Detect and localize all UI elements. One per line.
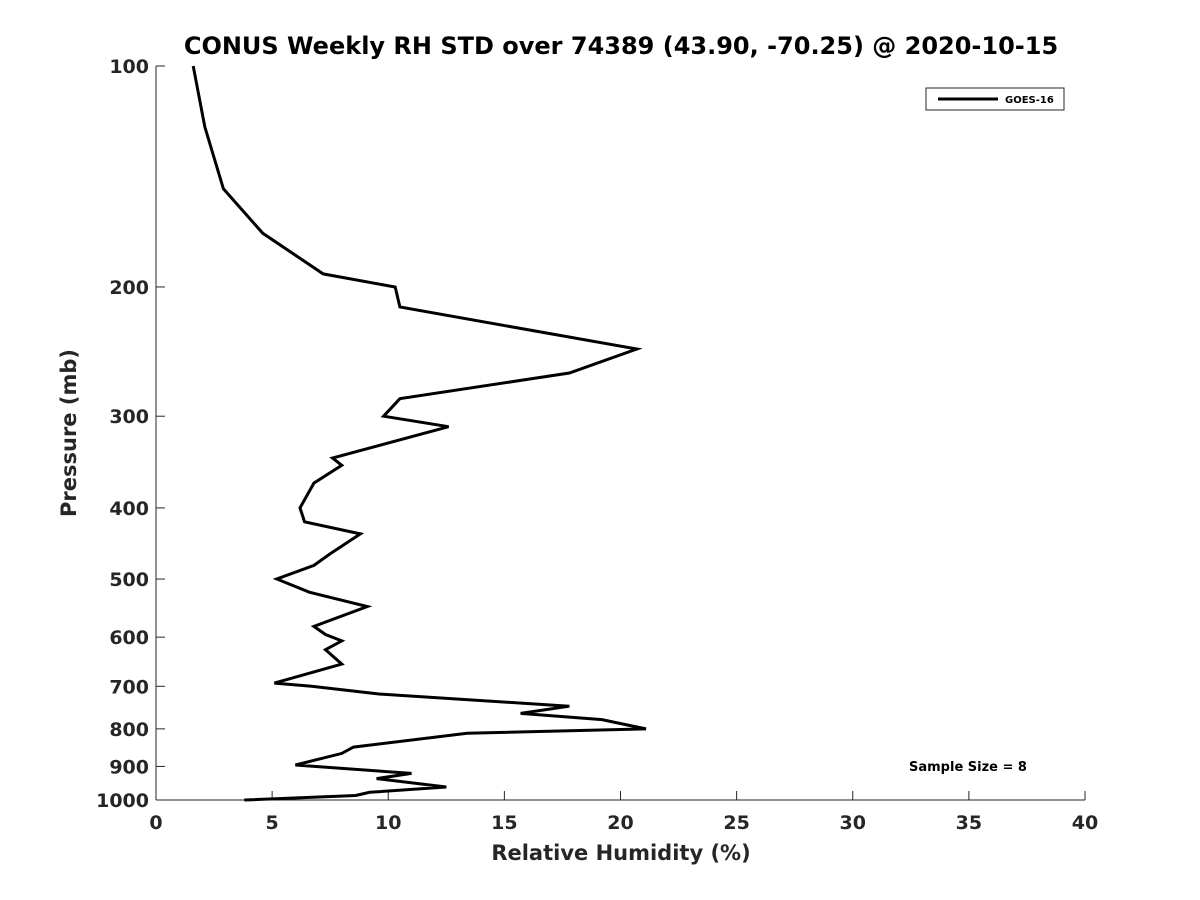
y-tick-label: 800 [109, 719, 149, 741]
x-tick-label: 40 [1072, 812, 1098, 834]
x-tick-label: 25 [723, 812, 749, 834]
y-tick-label: 700 [109, 676, 149, 698]
y-tick-label: 600 [109, 627, 149, 649]
series-line-goes-16 [191, 65, 647, 802]
legend-label-goes-16: GOES-16 [1005, 95, 1054, 106]
x-axis-label: Relative Humidity (%) [491, 841, 750, 865]
legend: GOES-16 [925, 87, 1065, 111]
y-tick-label: 900 [109, 756, 149, 778]
series-layer [191, 65, 647, 802]
x-axis-ticks: 0 5 10 15 20 25 30 35 40 [149, 791, 1098, 834]
x-tick-label: 35 [956, 812, 982, 834]
y-tick-label: 200 [109, 277, 149, 299]
x-tick-label: 20 [607, 812, 633, 834]
y-tick-label: 500 [109, 569, 149, 591]
x-tick-label: 10 [375, 812, 401, 834]
x-tick-label: 0 [149, 812, 162, 834]
y-axis-label: Pressure (mb) [57, 349, 81, 517]
sample-size-annotation: Sample Size = 8 [909, 760, 1027, 775]
y-axis-ticks: 100 200 300 400 500 600 700 800 900 1000 [96, 56, 165, 812]
x-tick-label: 30 [840, 812, 866, 834]
x-tick-label: 5 [266, 812, 279, 834]
y-tick-label: 1000 [96, 790, 149, 812]
x-tick-label: 15 [491, 812, 517, 834]
chart-title: CONUS Weekly RH STD over 74389 (43.90, -… [184, 32, 1058, 60]
y-tick-label: 400 [109, 498, 149, 520]
y-tick-label: 100 [109, 56, 149, 78]
y-tick-label: 300 [109, 406, 149, 428]
